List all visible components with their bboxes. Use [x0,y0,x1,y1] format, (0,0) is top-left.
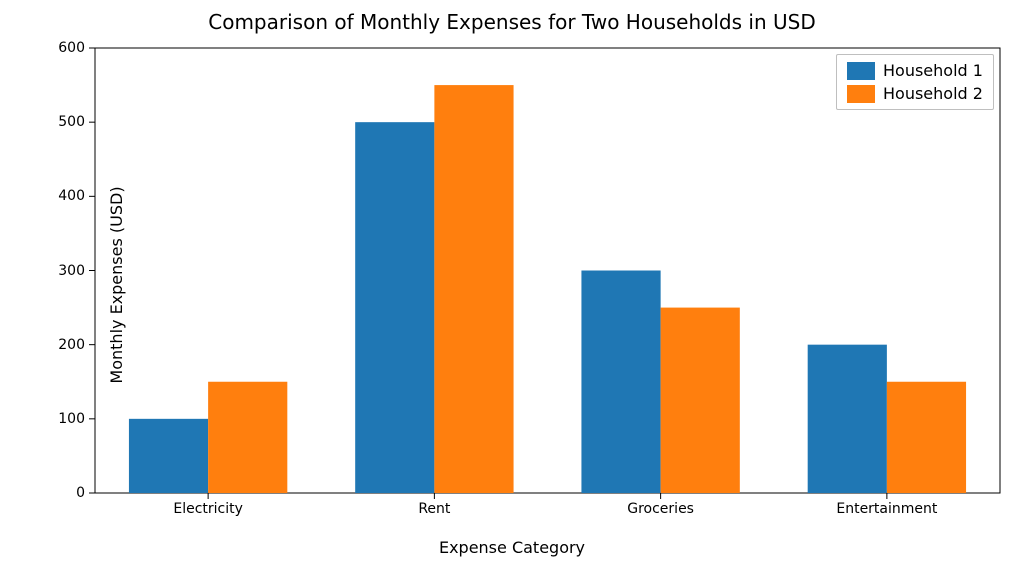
legend-swatch [847,85,875,103]
x-tick-label: Groceries [591,501,731,517]
legend: Household 1 Household 2 [836,54,994,110]
bar [661,308,740,493]
y-tick-label: 0 [76,485,85,501]
bar [129,419,208,493]
y-tick-label: 600 [58,40,85,56]
x-tick-label: Electricity [138,501,278,517]
bar [355,122,434,493]
y-tick-label: 400 [58,188,85,204]
legend-label: Household 1 [883,61,983,80]
y-tick-label: 300 [58,263,85,279]
bar [887,382,966,493]
legend-label: Household 2 [883,84,983,103]
legend-item: Household 1 [847,61,983,80]
legend-swatch [847,62,875,80]
chart-container: Comparison of Monthly Expenses for Two H… [0,0,1024,569]
bar [808,345,887,493]
x-tick-label: Entertainment [817,501,957,517]
x-tick-label: Rent [364,501,504,517]
bar [434,85,513,493]
bar [581,271,660,494]
y-tick-label: 100 [58,411,85,427]
legend-item: Household 2 [847,84,983,103]
y-tick-label: 200 [58,337,85,353]
y-tick-label: 500 [58,114,85,130]
bar [208,382,287,493]
